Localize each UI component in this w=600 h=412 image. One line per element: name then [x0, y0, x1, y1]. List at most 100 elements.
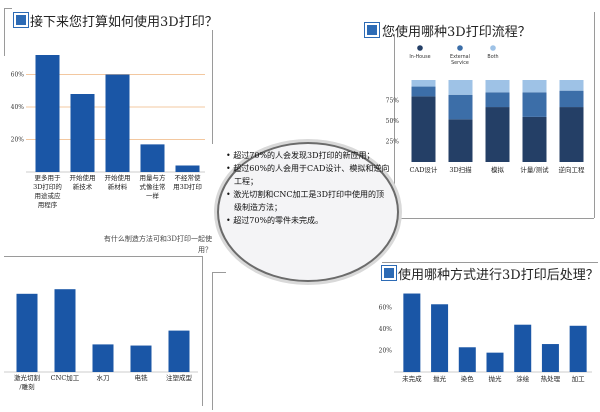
bar-segment [522, 92, 547, 117]
x-tick-label: 注塑成型 [166, 373, 193, 382]
x-tick-label: 新技术 [73, 182, 93, 191]
y-tick-label: 20% [11, 137, 25, 144]
frame-line-top-left [4, 8, 5, 56]
methods-question-text: 有什么制造方法可和3D打印一起使用？ [103, 235, 212, 254]
x-tick-label: 用程序 [38, 200, 58, 209]
y-tick-label: 75% [386, 98, 400, 105]
bar-segment [559, 107, 584, 162]
x-tick-label: 更多用于 [35, 173, 62, 182]
x-tick-label: 抛光 [433, 374, 447, 383]
x-tick-label: 不经常使 [175, 173, 202, 182]
legend-swatch [417, 45, 423, 51]
y-tick-label: 60% [379, 305, 393, 312]
bar-segment [559, 90, 584, 108]
y-tick-label: 40% [11, 104, 25, 111]
legend-swatch [457, 45, 463, 51]
x-tick-label: 未完成 [402, 374, 422, 383]
methods-question: 有什么制造方法可和3D打印一起使用？ [92, 234, 212, 256]
x-tick-label: 染色 [461, 374, 475, 383]
x-tick-label: 涂绘 [516, 374, 530, 383]
legend-label: External [450, 54, 470, 60]
bar [92, 344, 114, 372]
frame-line-right-v [394, 34, 395, 218]
finding-item: 超过70%的零件未完成。 [226, 215, 390, 227]
bar [514, 324, 532, 372]
y-tick-label: 20% [379, 348, 393, 355]
x-tick-label: 抛光 [489, 374, 503, 383]
frame-line-upper-mid [212, 30, 213, 144]
bar [168, 330, 190, 372]
chart-title-post: 使用哪种方式进行3D打印后处理？ [398, 268, 599, 283]
findings-list: 超过70%的人会发现3D打印的新应用； 超过60%的人会用于CAD设计、模拟和逆… [226, 150, 390, 228]
x-tick-label: 电铣 [135, 373, 149, 382]
x-tick-label: 模拟 [491, 165, 505, 174]
bar-segment [522, 80, 547, 93]
x-tick-label: 水刀 [97, 373, 110, 382]
bar-segment [411, 86, 436, 97]
bar-segment [448, 119, 473, 162]
bar [140, 144, 165, 172]
x-tick-label: 激光切割 [14, 373, 41, 382]
y-tick-label: 50% [386, 118, 400, 125]
square-icon [13, 12, 29, 28]
x-tick-label: 开始使用 [70, 173, 96, 182]
frame-line-left-h [4, 256, 202, 257]
bar [486, 352, 504, 372]
x-tick-label: 加工 [572, 374, 586, 383]
bar-segment [448, 80, 473, 95]
legend-swatch [490, 45, 496, 51]
bar [70, 94, 95, 172]
x-tick-label: CNC加工 [51, 373, 80, 382]
x-tick-label: 计量/测试 [520, 165, 549, 174]
x-tick-label: /雕刻 [19, 382, 34, 391]
frame-line-right-h [394, 218, 594, 219]
bar [130, 345, 152, 372]
square-icon [381, 265, 397, 281]
y-tick-label: 40% [379, 326, 393, 333]
finding-item: 超过70%的人会发现3D打印的新应用； [226, 150, 390, 162]
bar-segment [485, 92, 510, 108]
x-tick-label: 3D扫描 [449, 165, 472, 174]
finding-item: 超过60%的人会用于CAD设计、模拟和逆向工程； [226, 163, 390, 188]
bar [541, 344, 559, 372]
bar [569, 325, 587, 372]
bar [403, 293, 421, 372]
bar [54, 289, 76, 372]
bar [458, 347, 476, 372]
bar-segment [485, 107, 510, 162]
frame-line-right-edge [594, 12, 595, 218]
x-tick-label: 逆向工程 [559, 165, 586, 174]
legend-label: In-House [409, 54, 430, 60]
y-tick-label: 25% [386, 139, 400, 146]
legend-label: Service [451, 60, 469, 66]
legend-label: Both [487, 54, 498, 60]
bar-segment [522, 116, 547, 162]
frame-line-lower-right-h [382, 262, 598, 263]
chart-title-workflow: 您使用哪种3D打印流程？ [382, 25, 531, 40]
x-tick-label: 3D打印的 [33, 182, 62, 191]
x-tick-label: 用量与方 [140, 173, 167, 182]
finding-item: 激光切割和CNC加工是3D打印中使用的顶级制造方法； [226, 189, 390, 214]
bar-segment [559, 80, 584, 91]
bar-segment [411, 96, 436, 162]
y-tick-label: 60% [11, 72, 25, 79]
bar [105, 74, 130, 172]
bar-segment [411, 80, 436, 87]
frame-line-mid-lower [212, 272, 213, 410]
square-icon [364, 22, 380, 38]
frame-line-mid-lower-h [212, 272, 226, 273]
bar [35, 55, 60, 172]
x-tick-label: 开始使用 [105, 173, 131, 182]
frame-line-left-v [202, 256, 203, 406]
bar-segment [448, 94, 473, 120]
frame-line-top-left-h [4, 8, 12, 9]
x-tick-label: CAD设计 [410, 165, 438, 174]
x-tick-label: 新材料 [108, 182, 128, 191]
x-tick-label: 式像往常 [140, 182, 166, 191]
bar-segment [485, 80, 510, 93]
x-tick-label: 一样 [146, 191, 160, 200]
